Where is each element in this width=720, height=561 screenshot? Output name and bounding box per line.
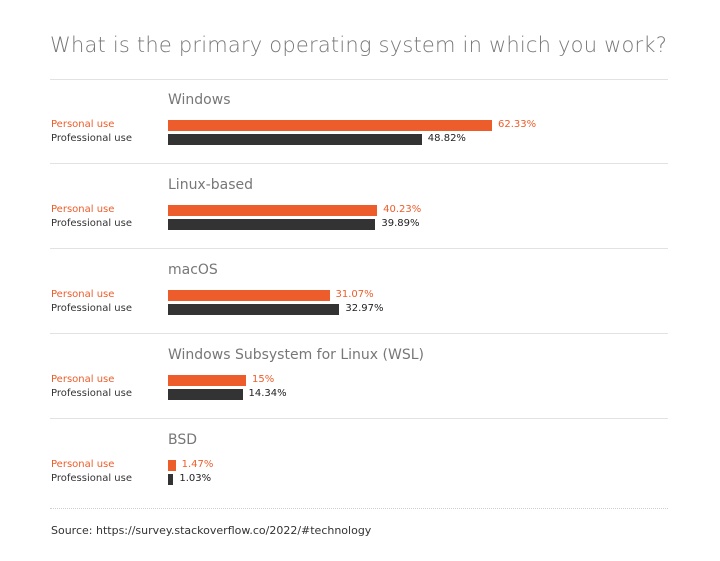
category-label-windows: Windows — [168, 92, 231, 108]
value-label-windows-subsystem-for-linux-wsl-personal-use: 15% — [252, 374, 275, 385]
group-divider — [50, 248, 668, 249]
bar-linux-based-professional-use — [168, 219, 376, 230]
source-note: Source: https://survey.stackoverflow.co/… — [51, 524, 372, 537]
series-label-professional-use: Professional use — [51, 303, 132, 314]
value-label-macos-personal-use: 31.07% — [335, 289, 374, 300]
series-label-professional-use: Professional use — [51, 133, 132, 144]
bar-windows-personal-use — [168, 120, 492, 131]
series-label-personal-use: Personal use — [51, 374, 115, 385]
bar-windows-subsystem-for-linux-wsl-personal-use — [168, 375, 246, 386]
value-label-windows-personal-use: 62.33% — [498, 119, 537, 130]
series-label-professional-use: Professional use — [51, 218, 132, 229]
group-divider — [50, 418, 668, 419]
series-label-personal-use: Personal use — [51, 289, 115, 300]
series-label-professional-use: Professional use — [51, 473, 132, 484]
bar-bsd-professional-use — [168, 474, 174, 485]
category-label-windows-subsystem-for-linux-wsl: Windows Subsystem for Linux (WSL) — [168, 347, 424, 363]
value-label-linux-based-personal-use: 40.23% — [383, 204, 422, 215]
source-divider — [50, 508, 668, 509]
series-label-personal-use: Personal use — [51, 119, 115, 130]
bar-bsd-personal-use — [168, 460, 176, 471]
value-label-windows-subsystem-for-linux-wsl-professional-use: 14.34% — [248, 388, 287, 399]
category-label-bsd: BSD — [168, 432, 198, 448]
series-label-personal-use: Personal use — [51, 459, 115, 470]
bar-macos-professional-use — [168, 304, 340, 315]
value-label-bsd-professional-use: 1.03% — [179, 473, 212, 484]
value-label-macos-professional-use: 32.97% — [345, 303, 384, 314]
series-label-personal-use: Personal use — [51, 204, 115, 215]
category-label-macos: macOS — [168, 262, 218, 278]
value-label-windows-professional-use: 48.82% — [427, 133, 466, 144]
category-label-linux-based: Linux-based — [168, 177, 254, 193]
bar-linux-based-personal-use — [168, 205, 378, 216]
value-label-linux-based-professional-use: 39.89% — [381, 218, 420, 229]
group-divider — [50, 163, 668, 164]
value-label-bsd-personal-use: 1.47% — [181, 459, 214, 470]
group-divider — [50, 333, 668, 334]
bar-macos-personal-use — [168, 290, 330, 301]
title-divider — [50, 79, 668, 80]
series-label-professional-use: Professional use — [51, 388, 132, 399]
bar-windows-subsystem-for-linux-wsl-professional-use — [168, 389, 243, 400]
chart-title: What is the primary operating system in … — [50, 33, 668, 57]
bar-windows-professional-use — [168, 134, 422, 145]
